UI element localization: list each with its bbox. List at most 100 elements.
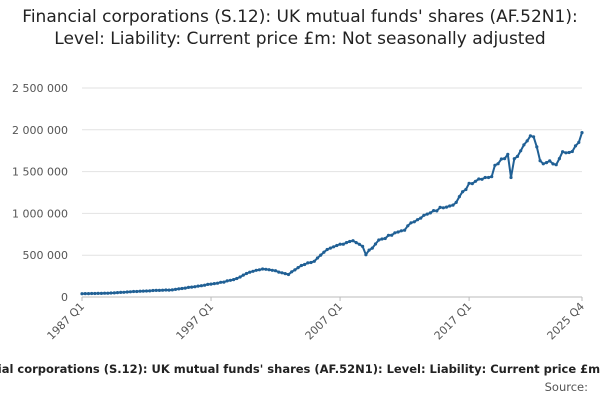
data-point[interactable] — [90, 291, 94, 296]
data-point[interactable] — [448, 204, 452, 208]
data-point[interactable] — [473, 179, 478, 183]
data-point[interactable] — [538, 159, 542, 163]
data-point[interactable] — [238, 275, 242, 279]
data-point[interactable] — [267, 268, 271, 272]
data-point[interactable] — [541, 162, 545, 166]
data-point[interactable] — [512, 157, 516, 161]
data-point[interactable] — [554, 163, 558, 167]
data-point[interactable] — [386, 233, 391, 237]
data-point[interactable] — [480, 177, 484, 181]
data-point[interactable] — [522, 143, 526, 147]
data-point[interactable] — [325, 247, 329, 252]
data-point[interactable] — [328, 246, 332, 250]
data-point[interactable] — [293, 268, 297, 272]
data-point[interactable] — [477, 177, 481, 181]
data-point[interactable] — [470, 182, 474, 186]
data-point[interactable] — [380, 237, 384, 241]
data-point[interactable] — [403, 228, 407, 232]
data-point[interactable] — [438, 205, 442, 209]
data-point[interactable] — [551, 162, 555, 166]
data-point[interactable] — [203, 283, 207, 287]
data-point[interactable] — [180, 286, 184, 291]
data-point[interactable] — [115, 291, 120, 295]
data-point[interactable] — [190, 285, 194, 289]
data-point[interactable] — [422, 213, 426, 217]
data-point[interactable] — [425, 212, 429, 216]
data-point[interactable] — [499, 157, 503, 161]
data-point[interactable] — [573, 144, 578, 148]
data-point[interactable] — [341, 242, 345, 246]
data-point[interactable] — [86, 292, 91, 296]
data-point[interactable] — [373, 242, 378, 246]
data-point[interactable] — [532, 135, 536, 139]
data-point[interactable] — [483, 175, 487, 180]
data-point[interactable] — [564, 151, 568, 155]
data-point[interactable] — [257, 268, 261, 272]
data-point[interactable] — [409, 221, 413, 225]
data-point[interactable] — [457, 195, 461, 199]
data-point[interactable] — [193, 285, 197, 289]
data-point[interactable] — [544, 161, 549, 165]
data-point[interactable] — [99, 291, 103, 295]
data-point[interactable] — [225, 279, 229, 283]
data-point[interactable] — [332, 245, 336, 249]
data-point[interactable] — [106, 291, 110, 295]
data-point[interactable] — [351, 239, 355, 243]
data-point[interactable] — [496, 162, 500, 166]
data-point[interactable] — [322, 250, 326, 254]
data-point[interactable] — [419, 216, 423, 220]
data-point[interactable] — [228, 278, 232, 282]
data-point[interactable] — [170, 288, 174, 292]
data-point[interactable] — [383, 236, 387, 241]
data-point[interactable] — [270, 268, 274, 272]
data-point[interactable] — [122, 290, 126, 294]
data-point[interactable] — [248, 270, 252, 274]
data-point[interactable] — [315, 256, 320, 260]
data-point[interactable] — [357, 242, 361, 246]
data-point[interactable] — [286, 272, 291, 277]
data-point[interactable] — [461, 190, 465, 194]
data-point[interactable] — [364, 253, 368, 257]
data-point[interactable] — [312, 259, 316, 263]
data-point[interactable] — [490, 175, 494, 179]
data-point[interactable] — [361, 244, 365, 248]
data-point[interactable] — [561, 150, 565, 154]
data-point[interactable] — [432, 209, 436, 213]
data-point[interactable] — [277, 270, 281, 274]
data-point[interactable] — [406, 224, 410, 228]
data-point[interactable] — [451, 203, 455, 207]
data-point[interactable] — [93, 291, 97, 296]
data-point[interactable] — [219, 280, 223, 284]
data-point[interactable] — [290, 270, 294, 274]
data-point[interactable] — [441, 206, 445, 210]
data-point[interactable] — [241, 273, 245, 277]
data-point[interactable] — [296, 266, 300, 270]
data-point[interactable] — [212, 282, 216, 286]
data-point[interactable] — [370, 246, 374, 250]
data-point[interactable] — [264, 267, 268, 271]
data-point[interactable] — [344, 241, 349, 245]
data-point[interactable] — [109, 291, 113, 295]
data-point[interactable] — [528, 134, 533, 138]
data-point[interactable] — [235, 276, 239, 281]
data-point[interactable] — [167, 288, 171, 292]
data-point[interactable] — [232, 278, 236, 282]
data-point[interactable] — [173, 287, 178, 291]
data-point[interactable] — [157, 288, 161, 292]
data-point[interactable] — [548, 159, 552, 163]
data-point[interactable] — [486, 175, 491, 180]
data-point[interactable] — [254, 268, 258, 272]
data-point[interactable] — [515, 154, 520, 158]
data-point[interactable] — [393, 231, 397, 235]
data-point[interactable] — [151, 288, 155, 293]
data-point[interactable] — [261, 267, 265, 271]
data-point[interactable] — [112, 291, 116, 295]
data-point[interactable] — [354, 241, 358, 245]
data-point[interactable] — [464, 187, 468, 192]
data-point[interactable] — [186, 285, 191, 289]
data-point[interactable] — [303, 262, 307, 267]
data-point[interactable] — [367, 248, 371, 252]
data-point[interactable] — [412, 220, 416, 224]
data-point[interactable] — [348, 239, 352, 244]
data-point[interactable] — [161, 288, 165, 292]
